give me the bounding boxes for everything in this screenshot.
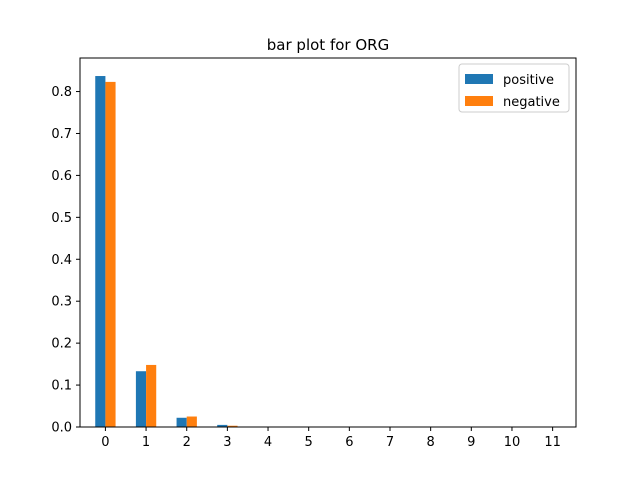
x-tick-label-1: 1: [142, 435, 150, 450]
x-tick-label-0: 0: [101, 435, 109, 450]
bar-negative-0: [105, 81, 116, 428]
bar-negative-2: [186, 416, 197, 427]
legend-label-positive: positive: [503, 73, 554, 88]
x-tick-label-9: 9: [467, 435, 475, 450]
legend-swatch-positive: [465, 74, 493, 84]
bar-positive-2: [176, 417, 187, 427]
bar-negative-3: [227, 425, 238, 427]
x-tick-label-6: 6: [345, 435, 353, 450]
y-tick-label-0.8: 0.8: [51, 85, 72, 100]
y-tick-label-0.6: 0.6: [51, 169, 72, 184]
axes-group: 0.0 0.1 0.2 0.3 0.4 0.5 0.6 0.7 0.8 0 1 2 3 4 5 6 7 8 9 10 1…: [51, 57, 577, 450]
bar-negative-1: [146, 364, 157, 427]
bar-positive-1: [135, 371, 147, 427]
y-tick-label-0.0: 0.0: [51, 421, 72, 436]
bar-positive-0: [95, 76, 106, 427]
bar-positive-3: [217, 424, 228, 427]
y-tick-label-0.4: 0.4: [51, 253, 72, 268]
y-tick-label-0.7: 0.7: [51, 127, 72, 142]
y-tick-label-0.3: 0.3: [51, 295, 72, 310]
legend-label-negative: negative: [503, 95, 560, 110]
x-tick-label-3: 3: [223, 435, 231, 450]
x-tick-label-2: 2: [183, 435, 191, 450]
y-tick-label-0.1: 0.1: [51, 379, 72, 394]
x-tick-label-7: 7: [386, 435, 394, 450]
x-tick-label-8: 8: [427, 435, 435, 450]
y-tick-label-0.2: 0.2: [51, 337, 72, 352]
legend: positive negative: [458, 63, 570, 113]
x-tick-label-10: 10: [504, 435, 521, 450]
bars-group: [95, 76, 238, 428]
x-tick-label-11: 11: [544, 435, 561, 450]
chart-title: bar plot for ORG: [267, 36, 389, 54]
legend-swatch-negative: [465, 96, 493, 106]
plot-frame: [79, 57, 577, 428]
x-tick-label-4: 4: [264, 435, 272, 450]
y-tick-label-0.5: 0.5: [51, 211, 72, 226]
x-tick-label-5: 5: [305, 435, 313, 450]
